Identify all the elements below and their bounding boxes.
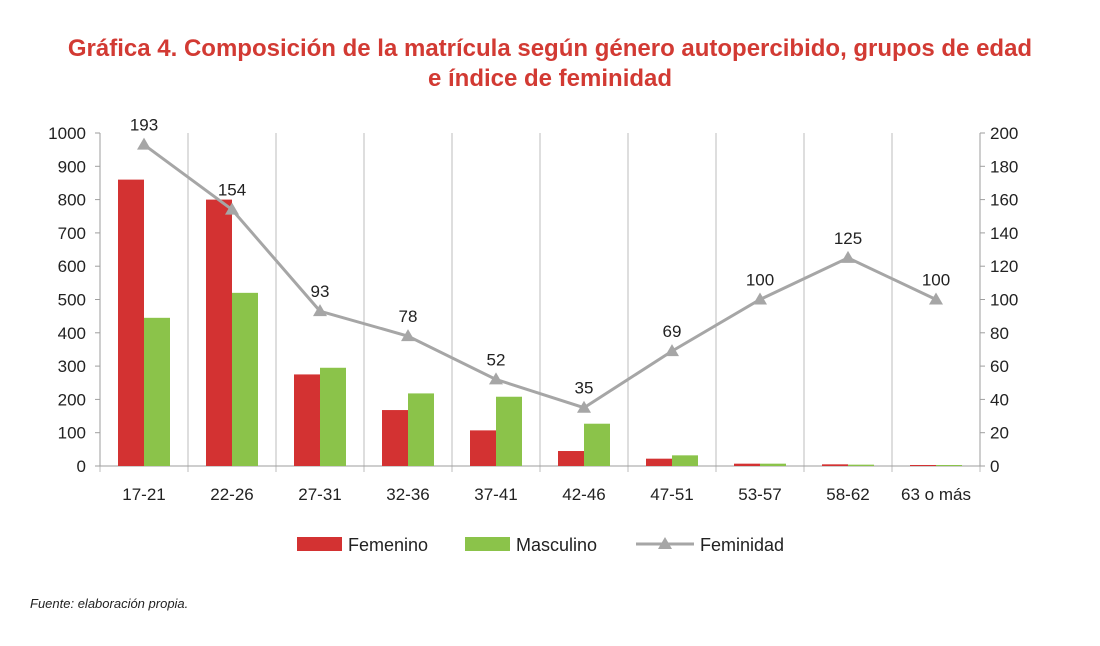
y-tick-label-right: 0: [990, 457, 999, 476]
y-tick-label-right: 20: [990, 424, 1009, 443]
bar-masculino: [848, 464, 874, 466]
marker-feminidad: [841, 250, 855, 263]
x-tick-label: 42-46: [562, 485, 605, 504]
data-label-feminidad: 52: [487, 350, 506, 369]
bar-masculino: [408, 393, 434, 466]
y-tick-label-right: 60: [990, 357, 1009, 376]
y-tick-label-left: 800: [58, 191, 86, 210]
source-note: Fuente: elaboración propia.: [30, 596, 189, 611]
bar-femenino: [734, 463, 760, 466]
bar-masculino: [672, 455, 698, 466]
bar-femenino: [206, 199, 232, 466]
y-tick-label-right: 120: [990, 257, 1018, 276]
data-label-feminidad: 154: [218, 181, 246, 200]
title-line-2: e índice de feminidad: [427, 65, 673, 92]
bar-femenino: [910, 465, 936, 466]
data-label-feminidad: 35: [575, 379, 594, 398]
legend-swatch-masculino: [465, 537, 510, 551]
legend-label-feminidad: Feminidad: [700, 535, 784, 555]
legend-label-femenino: Femenino: [348, 535, 428, 555]
y-tick-label-left: 900: [58, 157, 86, 176]
y-tick-label-left: 300: [58, 357, 86, 376]
x-tick-label: 58-62: [826, 485, 869, 504]
marker-feminidad: [929, 292, 943, 305]
x-tick-label: 17-21: [122, 485, 165, 504]
y-tick-label-left: 600: [58, 257, 86, 276]
data-label-feminidad: 69: [663, 322, 682, 341]
legend-swatch-femenino: [297, 537, 342, 551]
marker-feminidad: [401, 329, 415, 342]
x-tick-label: 27-31: [298, 485, 341, 504]
bar-femenino: [118, 179, 144, 466]
y-tick-label-right: 200: [990, 124, 1018, 143]
line-feminidad: [143, 143, 937, 410]
y-tick-label-right: 40: [990, 390, 1009, 409]
y-tick-label-left: 700: [58, 224, 86, 243]
marker-feminidad: [753, 292, 767, 305]
x-tick-label: 63 o más: [901, 485, 971, 504]
x-tick-label: 22-26: [210, 485, 253, 504]
marker-feminidad: [489, 372, 503, 385]
y-tick-label-right: 160: [990, 191, 1018, 210]
bar-masculino: [936, 465, 962, 466]
y-tick-label-left: 100: [58, 424, 86, 443]
title-line-1: Gráfica 4. Composición de la matrícula s…: [67, 35, 1033, 62]
y-tick-label-right: 100: [990, 291, 1018, 310]
y-tick-label-right: 180: [990, 157, 1018, 176]
data-label-feminidad: 100: [922, 271, 950, 290]
y-tick-label-left: 400: [58, 324, 86, 343]
y-tick-label-left: 0: [77, 457, 86, 476]
marker-feminidad: [137, 137, 151, 150]
y-tick-label-right: 80: [990, 324, 1009, 343]
bar-masculino: [760, 463, 786, 466]
bar-femenino: [382, 410, 408, 466]
bar-masculino: [232, 292, 258, 466]
data-label-feminidad: 125: [834, 229, 862, 248]
x-tick-label: 37-41: [474, 485, 517, 504]
x-tick-label: 47-51: [650, 485, 693, 504]
y-tick-label-right: 140: [990, 224, 1018, 243]
marker-feminidad: [577, 400, 591, 413]
y-tick-label-left: 1000: [48, 124, 86, 143]
bar-femenino: [822, 464, 848, 466]
marker-feminidad: [665, 344, 679, 357]
data-label-feminidad: 100: [746, 271, 774, 290]
bar-masculino: [144, 317, 170, 466]
x-tick-label: 53-57: [738, 485, 781, 504]
bar-femenino: [558, 451, 584, 466]
bar-femenino: [294, 374, 320, 466]
marker-feminidad: [225, 202, 239, 215]
data-label-feminidad: 193: [130, 116, 158, 135]
chart-title: Gráfica 4. Composición de la matrícula s…: [0, 34, 1100, 94]
y-tick-label-left: 200: [58, 390, 86, 409]
x-tick-label: 32-36: [386, 485, 429, 504]
data-label-feminidad: 93: [311, 282, 330, 301]
bar-masculino: [584, 423, 610, 466]
bar-masculino: [496, 396, 522, 466]
bar-femenino: [646, 458, 672, 466]
marker-feminidad: [313, 304, 327, 317]
data-label-feminidad: 78: [399, 307, 418, 326]
legend-label-masculino: Masculino: [516, 535, 597, 555]
bar-masculino: [320, 367, 346, 466]
bar-femenino: [470, 430, 496, 466]
y-tick-label-left: 500: [58, 291, 86, 310]
legend-marker-feminidad: [658, 537, 672, 549]
